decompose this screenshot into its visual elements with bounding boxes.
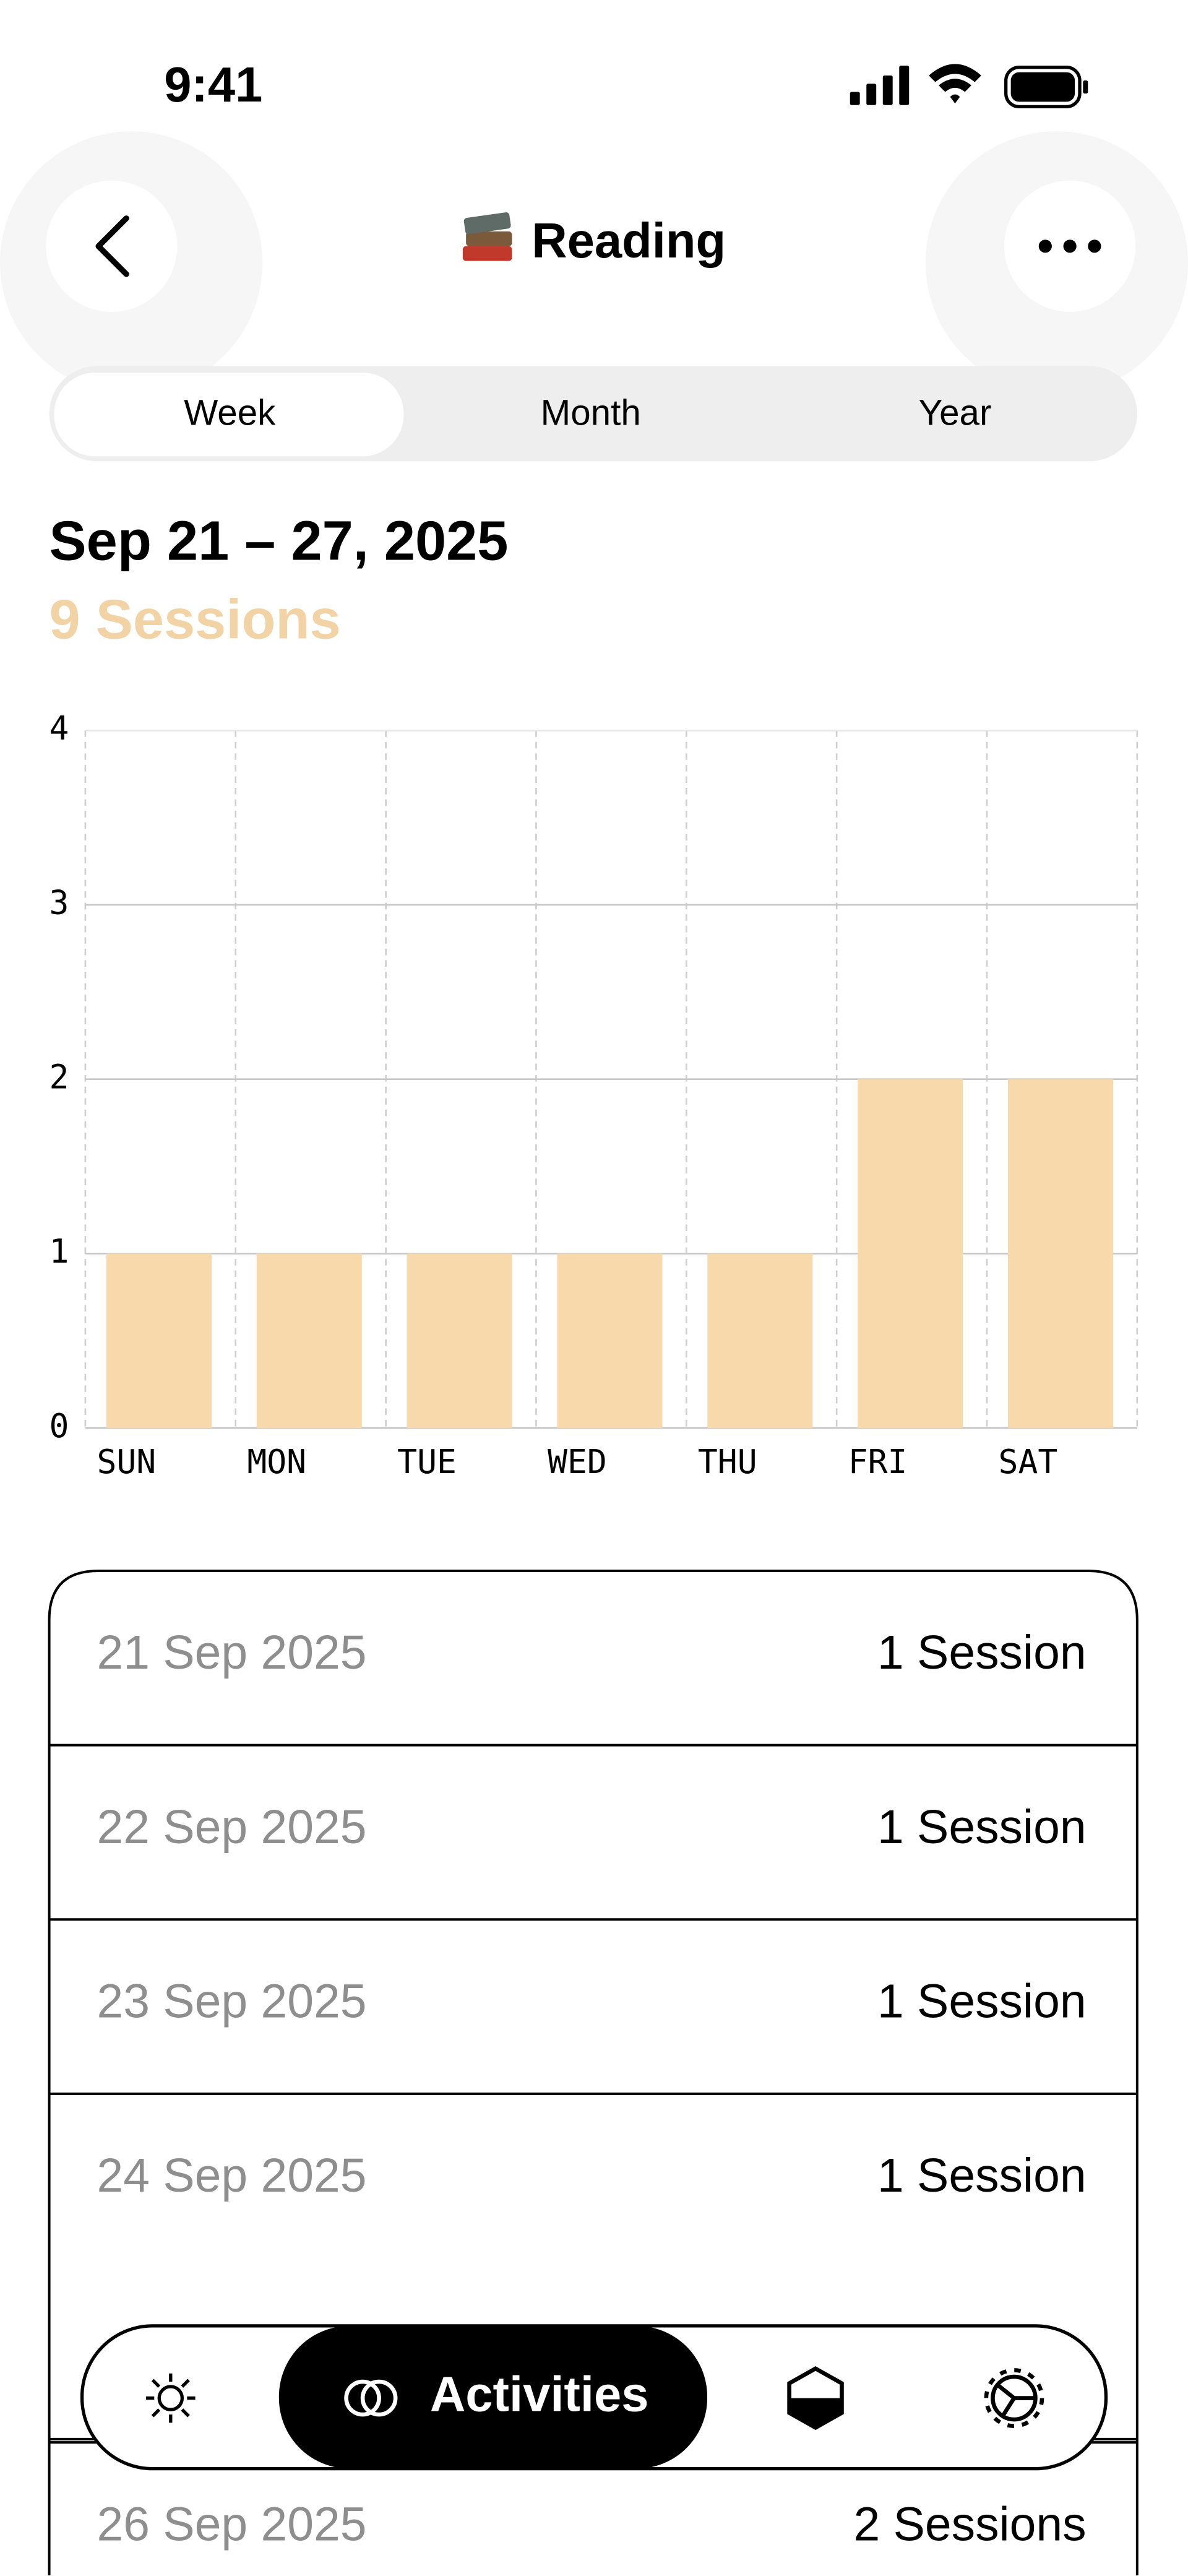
activities-icon [344, 2379, 398, 2417]
page-title: Reading [532, 213, 726, 268]
more-icon [1038, 240, 1101, 253]
sun-icon[interactable] [146, 2373, 196, 2423]
y-tick-label: 1 [50, 1232, 69, 1271]
x-tick-label: MON [247, 1443, 306, 1481]
row-date: 24 Sep 2025 [97, 2149, 366, 2202]
bar [858, 1079, 963, 1428]
active-tab-label: Activities [430, 2367, 649, 2422]
row-date: 23 Sep 2025 [97, 1974, 366, 2028]
chart: 0 1 2 3 4 SUN MON TUE WED THU FRI SAT [50, 709, 1138, 1481]
x-tick-label: TUE [397, 1443, 457, 1481]
bar [1007, 1079, 1113, 1428]
status-time: 9:41 [164, 57, 262, 112]
row-sessions: 1 Session [877, 2149, 1087, 2202]
x-tick-label: WED [548, 1443, 607, 1481]
y-tick-label: 2 [50, 1058, 69, 1096]
tab[interactable]: Week [184, 392, 276, 433]
x-tick-label: FRI [848, 1443, 908, 1481]
row-sessions: 1 Session [877, 1800, 1087, 1854]
x-tick-label: SAT [999, 1443, 1058, 1481]
date-range: Sep 21 – 27, 2025 [50, 509, 509, 572]
back-icon [95, 215, 129, 277]
y-tick-label: 0 [50, 1407, 69, 1445]
tab[interactable]: Year [919, 392, 992, 433]
tab[interactable]: Month [541, 392, 641, 433]
status-icons [850, 64, 1088, 109]
bar [256, 1253, 362, 1428]
y-tick-label: 3 [50, 884, 69, 922]
row-date: 21 Sep 2025 [97, 1626, 366, 1679]
row-date: 22 Sep 2025 [97, 1800, 366, 1854]
row-sessions: 1 Session [877, 1626, 1087, 1679]
row-date: 26 Sep 2025 [97, 2497, 366, 2551]
total-sessions: 9 Sessions [50, 589, 341, 651]
books-icon [462, 212, 512, 261]
y-tick-label: 4 [50, 709, 69, 748]
x-tick-label: SUN [97, 1443, 156, 1481]
back-button[interactable] [46, 180, 178, 312]
active-tab[interactable] [278, 2325, 708, 2469]
bar [407, 1253, 512, 1428]
row-sessions: 1 Session [877, 1974, 1087, 2028]
list: 21 Sep 2025 1 Session 22 Sep 2025 1 Session… [49, 1626, 1137, 2551]
tab-selected [54, 373, 404, 457]
row-sessions: 2 Sessions [853, 2497, 1086, 2551]
bar [557, 1253, 663, 1428]
bar [707, 1253, 813, 1428]
bar [106, 1253, 212, 1428]
x-tick-label: THU [698, 1443, 757, 1481]
gear-icon[interactable] [984, 2368, 1044, 2428]
cube-icon[interactable] [787, 2366, 844, 2431]
